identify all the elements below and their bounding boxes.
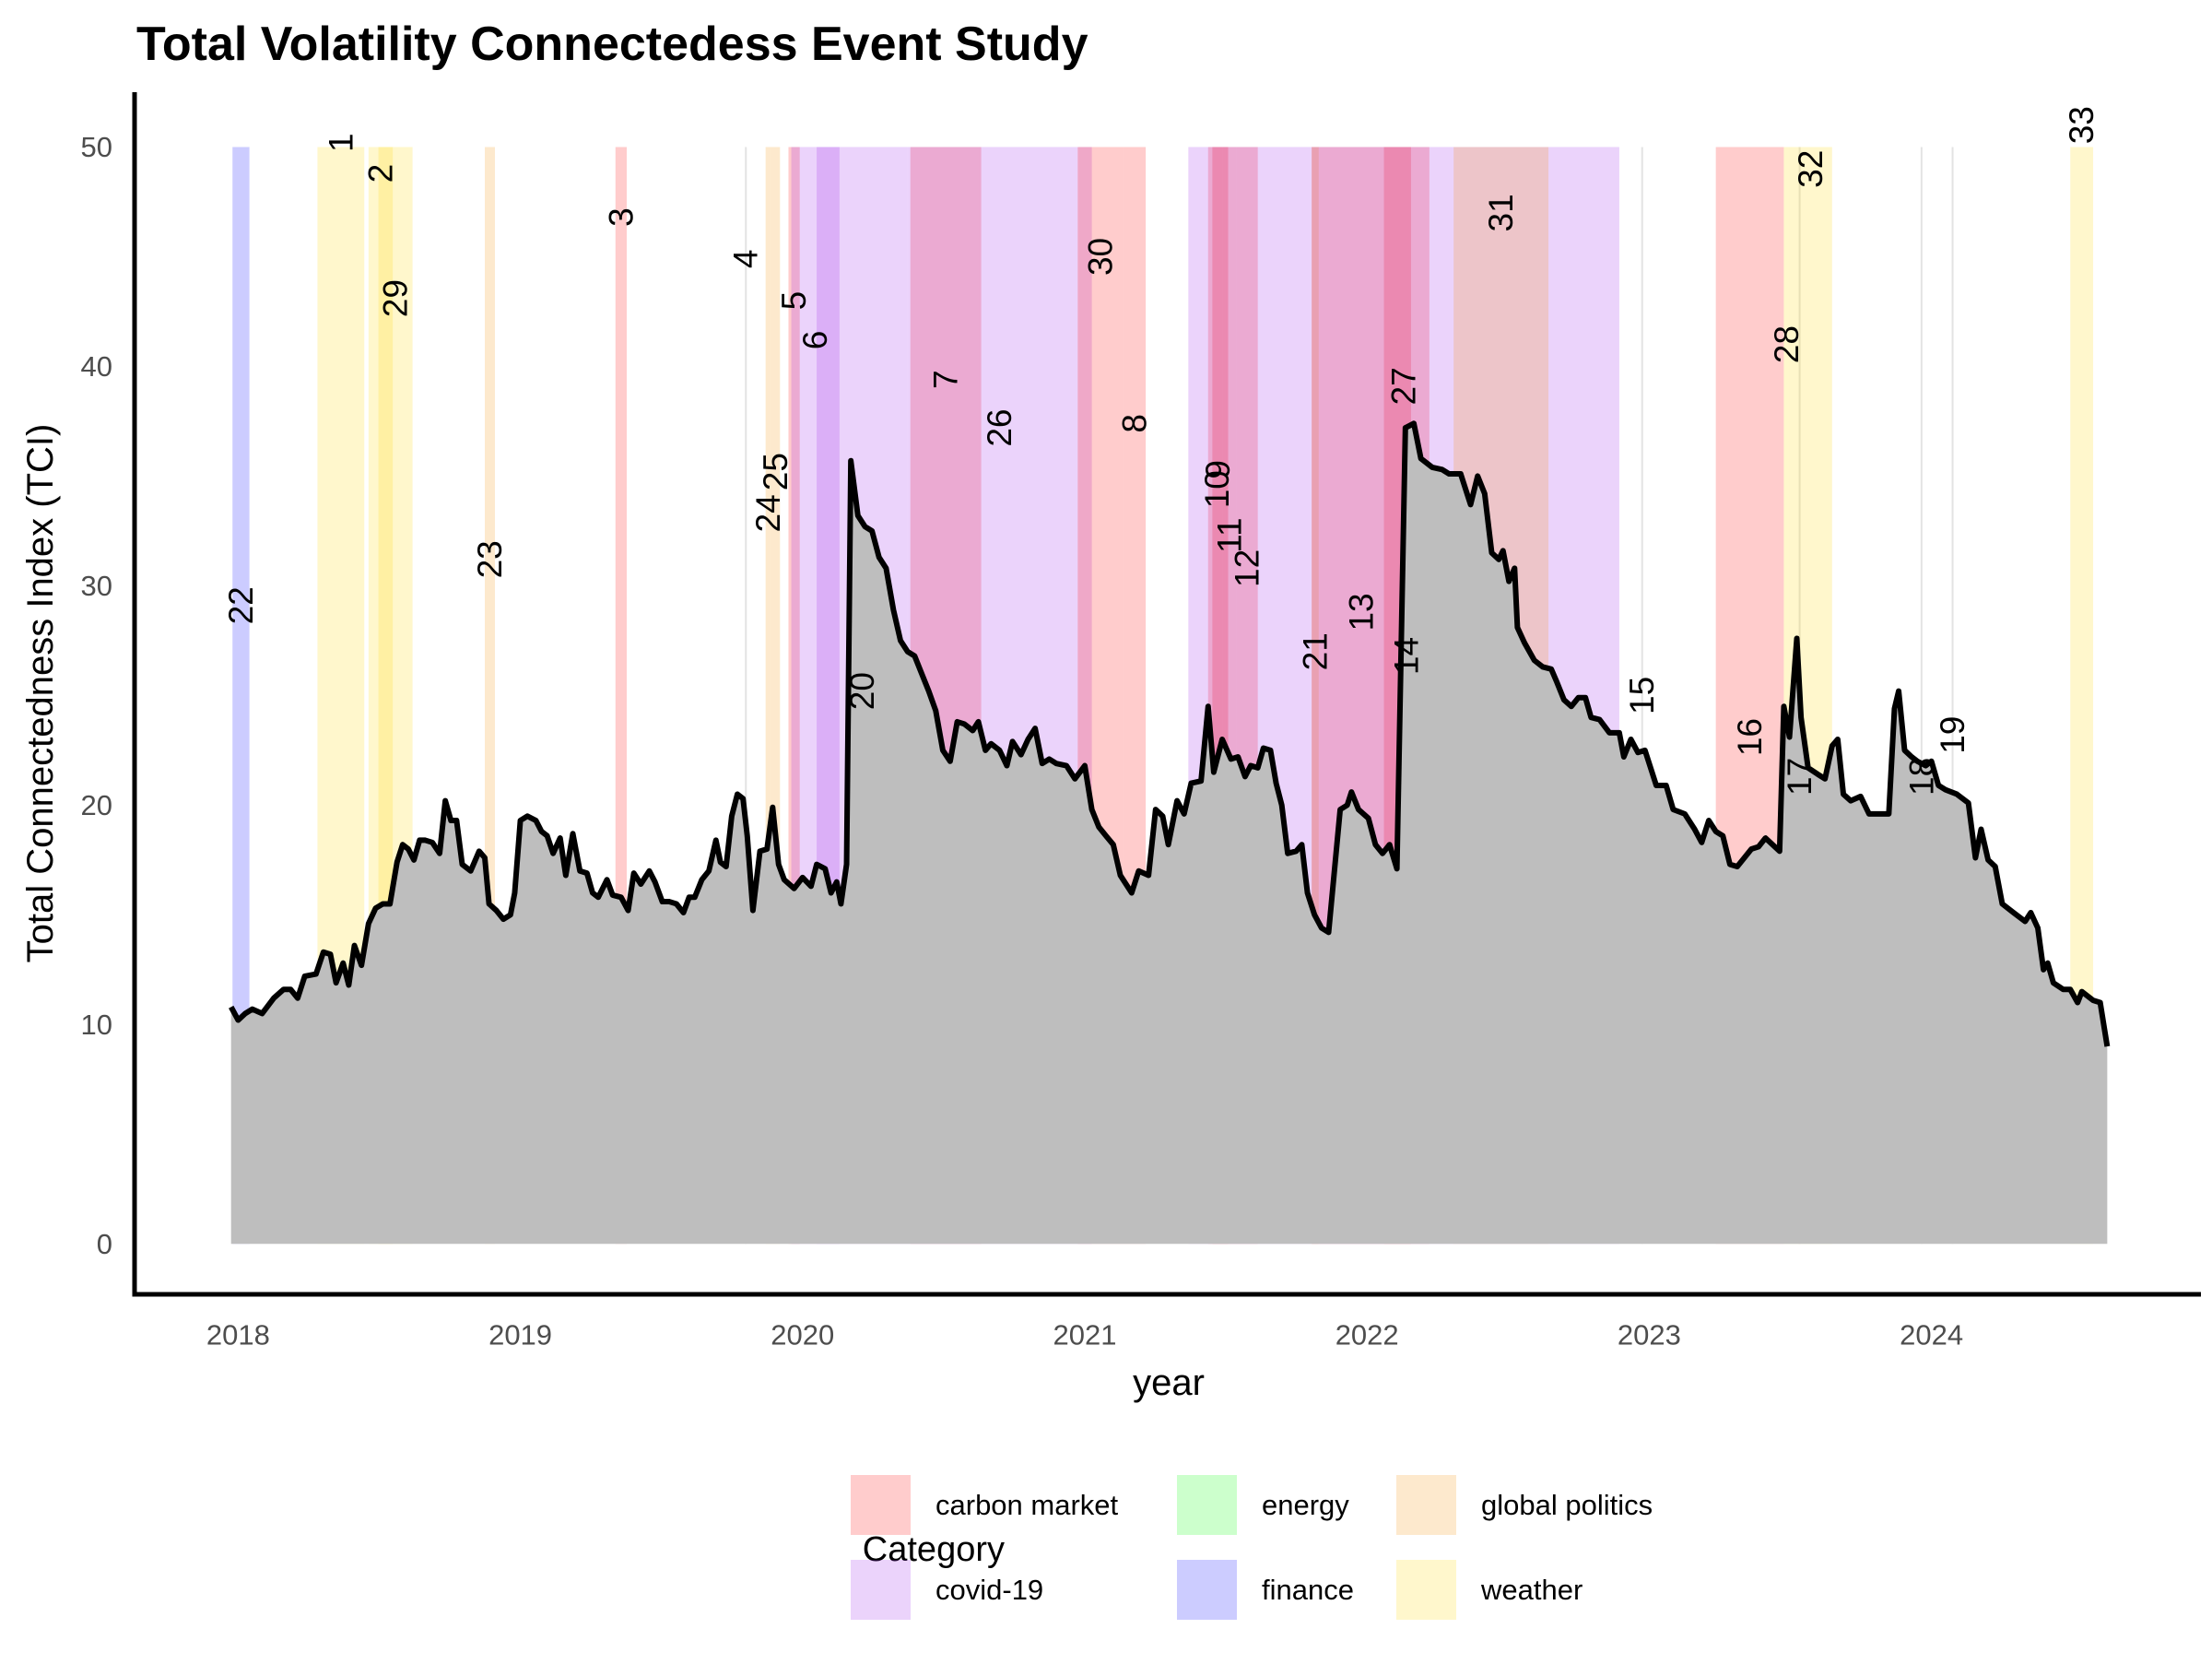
event-label: 21	[1296, 632, 1334, 670]
legend-layer: carbon market covid-19 energy finance global…	[851, 1475, 1653, 1620]
event-band	[1312, 147, 1319, 1245]
event-label: 32	[1792, 150, 1830, 188]
event-label: 13	[1343, 593, 1381, 631]
legend-title: Category	[863, 1530, 1005, 1569]
event-label: 26	[981, 408, 1018, 446]
event-label: 17	[1781, 758, 1818, 796]
x-tick-label: 2019	[488, 1319, 552, 1351]
event-label: 9	[1199, 460, 1237, 479]
event-label: 31	[1482, 194, 1520, 231]
event-label: 8	[1115, 414, 1153, 433]
y-tick-label: 40	[81, 350, 112, 383]
x-tick-label: 2023	[1618, 1319, 1681, 1351]
tci-area	[230, 423, 2108, 1245]
y-tick-label: 30	[81, 570, 112, 602]
event-label: 6	[796, 331, 834, 350]
event-band	[765, 147, 771, 1245]
event-band	[1783, 147, 1790, 1245]
tci-line	[229, 420, 2111, 1047]
y-axis-title: Total Connectedness Index (TCI)	[20, 424, 61, 963]
x-tick-label: 2018	[206, 1319, 270, 1351]
event-label: 3	[602, 207, 640, 227]
event-band	[771, 147, 781, 1245]
event-label: 1	[322, 133, 359, 152]
y-tick-label: 50	[81, 131, 112, 163]
event-label: 2	[362, 164, 400, 183]
legend-label: covid-19	[935, 1574, 1043, 1606]
x-tick-label: 2021	[1053, 1319, 1116, 1351]
event-label: 18	[1902, 758, 1940, 796]
legend-key	[851, 1560, 911, 1620]
event-label: 10	[1198, 470, 1236, 508]
event-label: 4	[727, 250, 765, 269]
event-band	[232, 147, 250, 1245]
legend-label: carbon market	[935, 1489, 1119, 1521]
x-axis-title: year	[1133, 1363, 1205, 1403]
event-label: 5	[775, 291, 813, 311]
event-label: 12	[1229, 549, 1266, 587]
x-tick-label: 2020	[771, 1319, 834, 1351]
event-label: 7	[927, 370, 965, 389]
x-tick-label: 2024	[1900, 1319, 1963, 1351]
event-label: 25	[757, 453, 794, 490]
legend-key	[851, 1475, 911, 1535]
event-band	[484, 147, 496, 1245]
legend-key	[1396, 1475, 1456, 1535]
legend-key	[1396, 1560, 1456, 1620]
event-label: 22	[222, 586, 260, 624]
event-label: 29	[377, 279, 415, 317]
x-tick-label: 2022	[1335, 1319, 1399, 1351]
event-label: 16	[1731, 718, 1769, 756]
event-label: 14	[1388, 637, 1426, 675]
event-label: 28	[1768, 325, 1806, 363]
legend-label: energy	[1262, 1489, 1349, 1521]
chart-title: Total Volatility Connectedess Event Stud…	[136, 18, 1088, 71]
event-label: 19	[1934, 716, 1971, 754]
event-label: 23	[471, 540, 509, 578]
event-label: 30	[1081, 238, 1119, 276]
y-tick-label: 20	[81, 789, 112, 821]
y-tick-label: 10	[81, 1009, 112, 1041]
legend-label: global politics	[1481, 1489, 1653, 1521]
legend-key	[1177, 1560, 1237, 1620]
event-label: 24	[749, 494, 787, 532]
event-band	[1212, 147, 1223, 1245]
legend-label: finance	[1262, 1574, 1354, 1606]
event-label: 20	[843, 672, 881, 710]
legend-label: weather	[1480, 1574, 1583, 1606]
y-tick-label: 0	[97, 1228, 112, 1260]
event-label: 33	[2063, 106, 2100, 144]
event-label: 15	[1623, 677, 1661, 714]
event-label: 11	[1210, 517, 1248, 552]
legend-key	[1177, 1475, 1237, 1535]
area-layer	[229, 420, 2111, 1245]
event-label: 27	[1385, 367, 1423, 405]
